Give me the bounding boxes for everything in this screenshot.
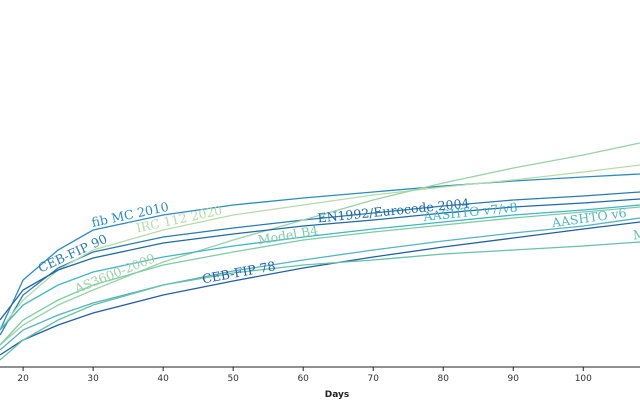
series-label: AASHTO v6 bbox=[550, 205, 627, 230]
x-tick-label: 30 bbox=[87, 374, 99, 384]
x-tick-label: 100 bbox=[575, 374, 592, 384]
series-line bbox=[0, 198, 640, 321]
series-line bbox=[0, 217, 640, 351]
x-tick-label: 90 bbox=[508, 374, 520, 384]
x-tick-label: 60 bbox=[297, 374, 309, 384]
x-tick-label: 80 bbox=[438, 374, 450, 384]
series-label: Model B4 bbox=[257, 222, 320, 247]
series-line bbox=[0, 241, 640, 361]
x-tick-label: 20 bbox=[17, 374, 29, 384]
series-line bbox=[0, 221, 640, 356]
x-axis-label: Days bbox=[325, 390, 350, 400]
series-line bbox=[0, 204, 640, 331]
series-label: Model bbox=[632, 225, 640, 243]
series-label: CEB-FIP 78 bbox=[201, 258, 277, 286]
x-tick-label: 50 bbox=[227, 374, 239, 384]
series-line bbox=[0, 164, 640, 331]
x-tick-label: 70 bbox=[367, 374, 379, 384]
series-line bbox=[0, 191, 640, 336]
series-line bbox=[0, 173, 640, 331]
series-line bbox=[0, 206, 640, 346]
lines bbox=[0, 142, 640, 361]
series-label: CEB-FIP 90 bbox=[36, 231, 110, 276]
x-tick-label: 40 bbox=[157, 374, 169, 384]
